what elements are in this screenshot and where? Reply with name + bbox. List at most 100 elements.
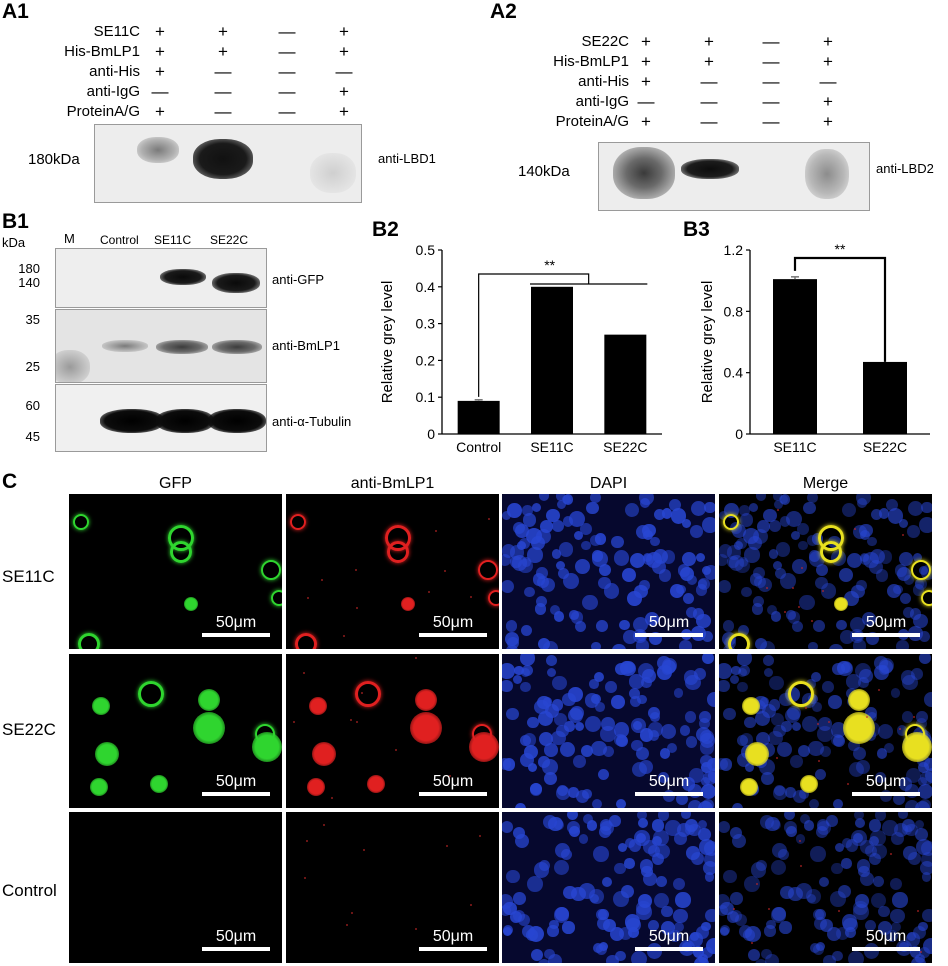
expressing-cell (252, 732, 282, 762)
background-speckle (470, 903, 473, 906)
scale-bar: 50μm (202, 773, 270, 796)
nucleus (689, 932, 704, 947)
nucleus (729, 826, 742, 840)
nucleus (770, 610, 782, 622)
row-label-se22c: SE22C (2, 720, 56, 739)
nucleus (581, 541, 591, 551)
nucleus (639, 858, 654, 873)
nucleus (734, 540, 744, 551)
background-speckle (805, 707, 808, 710)
nucleus (799, 788, 810, 799)
nucleus (599, 826, 611, 839)
nucleus (898, 812, 908, 819)
scale-bar: 50μm (419, 773, 487, 796)
nucleus (585, 715, 602, 732)
scale-bar-label: 50μm (648, 614, 690, 631)
expressing-cell (410, 712, 442, 744)
bar-control (457, 400, 500, 434)
nucleus (694, 667, 707, 680)
background-speckle (322, 823, 325, 826)
nucleus (698, 953, 708, 963)
nucleus (783, 820, 798, 835)
nucleus (613, 550, 630, 567)
b1-marker-45: 45 (25, 429, 40, 444)
nucleus (896, 566, 911, 581)
expressing-cell (800, 775, 818, 793)
a2-sign-r3-c1: — (700, 92, 718, 111)
nucleus (891, 832, 904, 846)
nucleus (610, 927, 625, 942)
nucleus (809, 798, 820, 808)
nucleus (548, 954, 563, 963)
expressing-cell (312, 742, 336, 766)
nucleus (590, 494, 601, 503)
nucleus (896, 725, 908, 736)
nucleus (916, 838, 932, 855)
a2-sign-r2-c1: — (700, 72, 718, 91)
scale-bar: 50μm (635, 928, 703, 951)
nucleus (784, 812, 796, 821)
nucleus (920, 771, 932, 786)
b1-blot-label-bmlp1: anti-BmLP1 (272, 338, 340, 353)
nucleus (901, 825, 913, 836)
nucleus (768, 549, 778, 559)
nucleus (600, 726, 616, 742)
nucleus (751, 603, 764, 615)
nucleus (882, 820, 898, 836)
background-speckle (878, 688, 881, 691)
micrograph-se11c-merge: 50μm (719, 494, 932, 649)
nucleus (808, 641, 818, 649)
expressing-cell (728, 633, 750, 649)
nucleus (640, 498, 651, 509)
row-label-se11c: SE11C (2, 567, 55, 586)
a1-sign-r0-c0: + (155, 22, 165, 41)
nucleus (812, 702, 822, 712)
nucleus (648, 706, 661, 719)
nucleus (899, 519, 909, 529)
nucleus (569, 510, 586, 527)
b1-bmlp1-band-se11c (156, 340, 208, 354)
nucleus (902, 819, 915, 832)
background-speckle (916, 909, 919, 912)
a2-sign-r2-c3: — (819, 72, 837, 91)
nucleus (779, 921, 792, 934)
background-speckle (415, 657, 418, 660)
y-tick-label: 1.2 (724, 242, 744, 258)
a1-sign-r2-c2: — (278, 62, 296, 81)
b1-tubulin-band-se22c (208, 409, 266, 433)
nucleus (917, 762, 929, 774)
nucleus (681, 812, 691, 819)
background-speckle (446, 844, 449, 847)
nucleus (753, 595, 765, 607)
expressing-cell (488, 590, 499, 606)
expressing-cell (387, 541, 409, 563)
nucleus (511, 554, 528, 571)
nucleus (907, 525, 920, 538)
nucleus (826, 815, 838, 827)
nucleus (629, 553, 645, 569)
nucleus (915, 953, 925, 963)
nucleus (563, 885, 577, 900)
background-speckle (362, 848, 365, 851)
scale-bar-label: 50μm (865, 773, 907, 790)
nucleus (731, 803, 744, 808)
background-speckle (817, 723, 820, 725)
nucleus (739, 513, 754, 527)
nucleus (556, 784, 568, 797)
nucleus (531, 503, 541, 513)
b1-lane-control: Control (100, 233, 139, 247)
nucleus (719, 894, 731, 910)
background-speckle (355, 721, 358, 724)
nucleus (698, 578, 711, 591)
nucleus (605, 681, 617, 694)
nucleus (553, 712, 567, 726)
nucleus (773, 499, 784, 510)
a2-sign-r4-c0: + (641, 112, 651, 131)
nucleus (738, 924, 752, 939)
nucleus (698, 800, 714, 808)
expressing-cell (193, 712, 225, 744)
nucleus (856, 580, 867, 591)
expressing-cell (92, 697, 110, 715)
nucleus (770, 819, 781, 831)
nucleus (719, 821, 731, 834)
